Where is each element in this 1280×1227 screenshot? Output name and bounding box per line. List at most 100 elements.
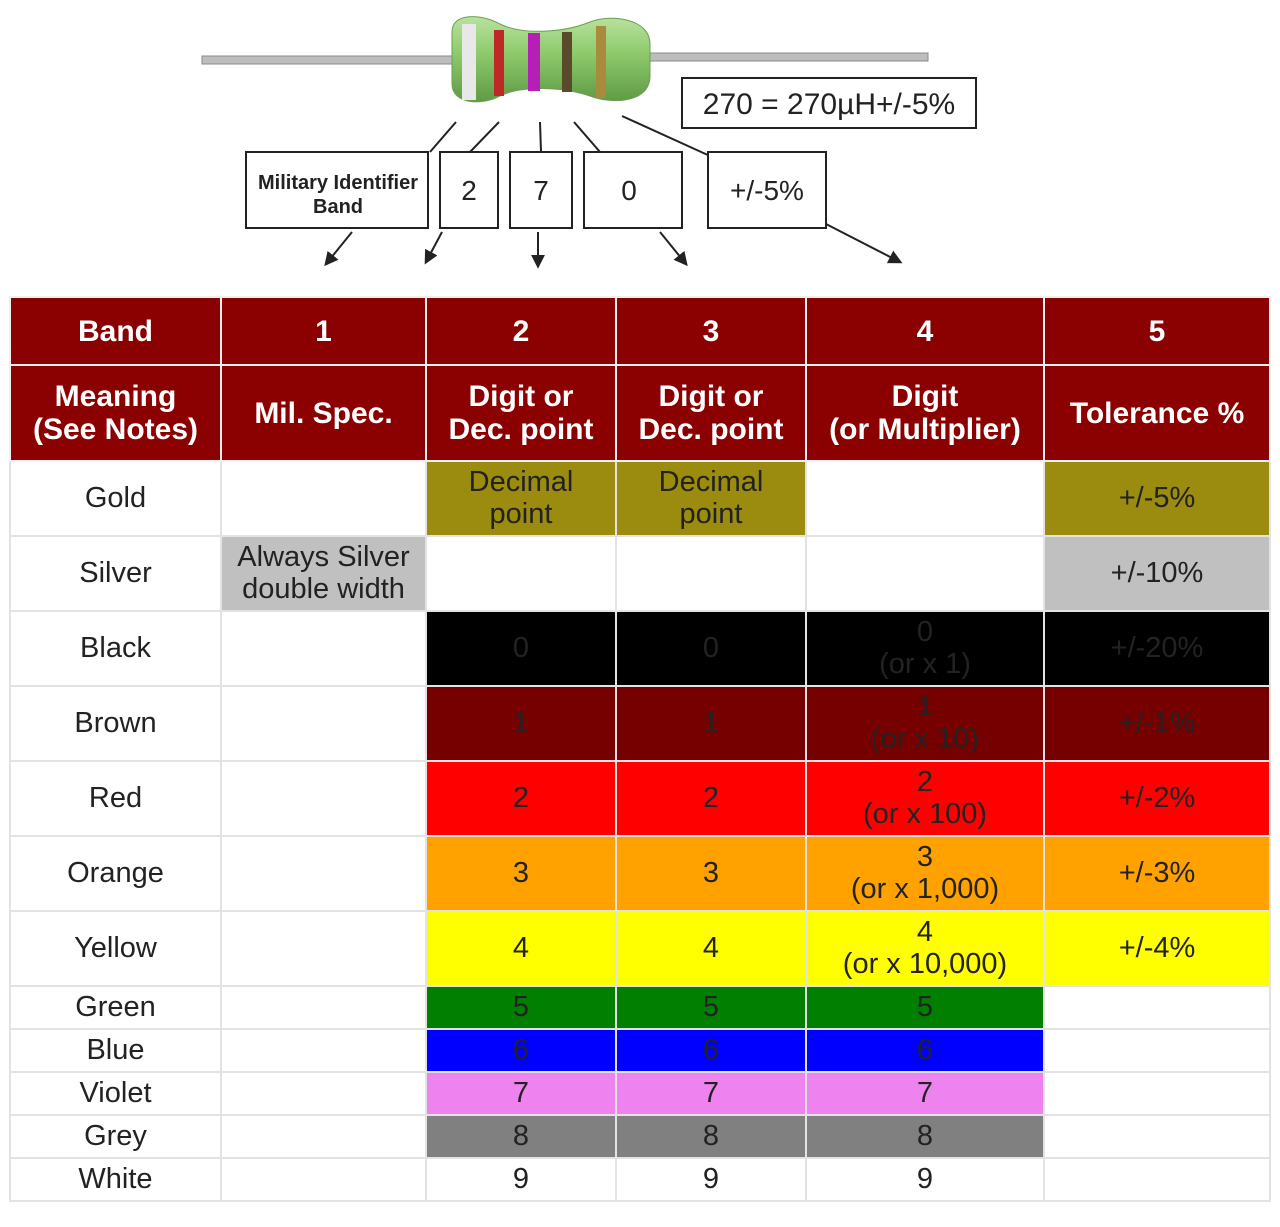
band-header-3: 3 [615, 296, 807, 366]
cell-band2: 6 [425, 1028, 617, 1073]
cell-band1 [220, 1114, 427, 1159]
cell-band2: Decimal point [425, 460, 617, 537]
cell-band1 [220, 1157, 427, 1202]
cell-band3: 5 [615, 985, 807, 1030]
band-header: Band [9, 296, 222, 366]
box-tolerance: +/-5% [707, 151, 827, 229]
inductor-body [451, 16, 651, 103]
table-row-green: Green 5 5 5 [9, 985, 1271, 1030]
row-name: Red [9, 760, 222, 837]
row-name: Grey [9, 1114, 222, 1159]
table-row-grey: Grey 8 8 8 [9, 1114, 1271, 1159]
table-row-silver: Silver Always Silver double width +/-10% [9, 535, 1271, 612]
cell-band5: +/-2% [1043, 760, 1271, 837]
cell-band1 [220, 610, 427, 687]
svg-text:2: 2 [461, 175, 477, 206]
box-military-line1: Military Identifier [258, 172, 418, 194]
table-row-black: Black 0 0 0 (or x 1) +/-20% [9, 610, 1271, 687]
cell-band1 [220, 760, 427, 837]
table-row-orange: Orange 3 3 3 (or x 1,000) +/-3% [9, 835, 1271, 912]
cell-band4 [805, 535, 1045, 612]
cell-band2: 3 [425, 835, 617, 912]
cell-band4: 0 (or x 1) [805, 610, 1045, 687]
cell-band4: 9 [805, 1157, 1045, 1202]
cell-band3: 6 [615, 1028, 807, 1073]
cell-band2: 8 [425, 1114, 617, 1159]
row-name: Violet [9, 1071, 222, 1116]
row-name: Blue [9, 1028, 222, 1073]
cell-band2: 0 [425, 610, 617, 687]
cell-band2 [425, 535, 617, 612]
cell-band2: 5 [425, 985, 617, 1030]
band-silver [462, 24, 476, 100]
row-name: Silver [9, 535, 222, 612]
cell-band5 [1043, 1071, 1271, 1116]
band-violet [528, 33, 540, 91]
row-name: Yellow [9, 910, 222, 987]
row-name: Black [9, 610, 222, 687]
cell-band1 [220, 910, 427, 987]
meaning-row: Meaning (See Notes) Mil. Spec. Digit or … [9, 364, 1271, 462]
cell-band3: 3 [615, 835, 807, 912]
connector-lines [429, 115, 711, 157]
box-digit-7: 7 [509, 151, 573, 229]
cell-band4: 3 (or x 1,000) [805, 835, 1045, 912]
cell-band5 [1043, 1114, 1271, 1159]
box-digit-0: 0 [583, 151, 683, 229]
cell-band2: 2 [425, 760, 617, 837]
cell-band1: Always Silver double width [220, 535, 427, 612]
cell-band3: 8 [615, 1114, 807, 1159]
cell-band1 [220, 985, 427, 1030]
cell-band1 [220, 1071, 427, 1116]
meaning-col5: Tolerance % [1043, 364, 1271, 462]
table-row-blue: Blue 6 6 6 [9, 1028, 1271, 1073]
band-header-5: 5 [1043, 296, 1271, 366]
band-gold [596, 26, 606, 98]
svg-text:0: 0 [621, 175, 637, 206]
table-row-brown: Brown 1 1 1 (or x 10) +/-1% [9, 685, 1271, 762]
table-row-white: White 9 9 9 [9, 1157, 1271, 1202]
cell-band2: 4 [425, 910, 617, 987]
cell-band1 [220, 835, 427, 912]
color-code-table: Band 1 2 3 4 5 Meaning (See Notes) Mil. … [9, 296, 1271, 1202]
meaning-col1: Mil. Spec. [220, 364, 427, 462]
cell-band3: Decimal point [615, 460, 807, 537]
cell-band1 [220, 1028, 427, 1073]
cell-band4: 7 [805, 1071, 1045, 1116]
cell-band4: 4 (or x 10,000) [805, 910, 1045, 987]
example-label: 270 = 270µH+/-5% [681, 77, 977, 129]
cell-band3: 9 [615, 1157, 807, 1202]
box-military-line2: Band [313, 196, 363, 218]
band-red [494, 30, 504, 96]
cell-band1 [220, 460, 427, 537]
table-row-red: Red 2 2 2 (or x 100) +/-2% [9, 760, 1271, 837]
cell-band5 [1043, 985, 1271, 1030]
cell-band5: +/-4% [1043, 910, 1271, 987]
table-row-gold: Gold Decimal point Decimal point +/-5% [9, 460, 1271, 537]
meaning-col3: Digit or Dec. point [615, 364, 807, 462]
cell-band2: 9 [425, 1157, 617, 1202]
inductor-diagram: 270 = 270µH+/-5% Military Identifier Ban… [201, 16, 977, 269]
svg-text:7: 7 [533, 175, 549, 206]
box-digit-2: 2 [439, 151, 499, 229]
row-name: Orange [9, 835, 222, 912]
cell-band4: 6 [805, 1028, 1045, 1073]
band-header-1: 1 [220, 296, 427, 366]
cell-band5: +/-1% [1043, 685, 1271, 762]
cell-band2: 1 [425, 685, 617, 762]
cell-band3 [615, 535, 807, 612]
cell-band3: 2 [615, 760, 807, 837]
cell-band4: 5 [805, 985, 1045, 1030]
cell-band3: 0 [615, 610, 807, 687]
cell-band4: 2 (or x 100) [805, 760, 1045, 837]
example-label-text: 270 = 270µH+/-5% [703, 88, 955, 121]
cell-band3: 7 [615, 1071, 807, 1116]
meaning-col4: Digit (or Multiplier) [805, 364, 1045, 462]
cell-band5 [1043, 1028, 1271, 1073]
cell-band4: 8 [805, 1114, 1045, 1159]
cell-band5 [1043, 1157, 1271, 1202]
band-header-4: 4 [805, 296, 1045, 366]
table-row-yellow: Yellow 4 4 4 (or x 10,000) +/-4% [9, 910, 1271, 987]
row-name: Green [9, 985, 222, 1030]
meaning-col2: Digit or Dec. point [425, 364, 617, 462]
